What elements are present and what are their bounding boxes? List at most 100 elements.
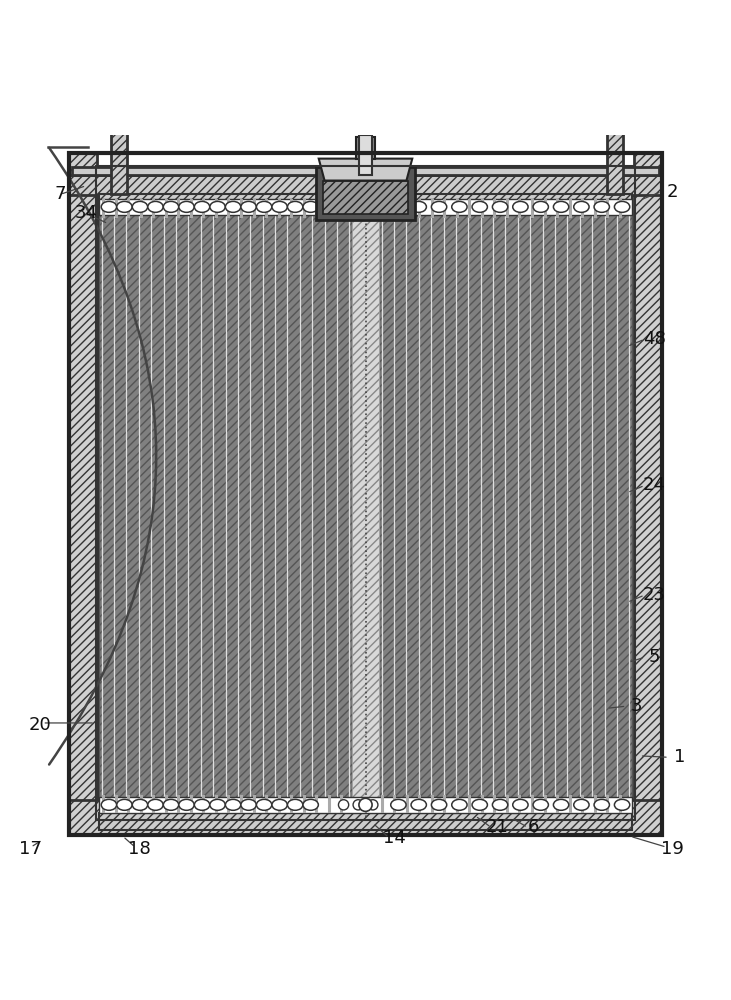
Ellipse shape bbox=[574, 201, 589, 212]
Ellipse shape bbox=[257, 799, 272, 810]
Bar bbox=[362, 202, 369, 212]
Ellipse shape bbox=[210, 799, 225, 810]
Bar bbox=[69, 153, 97, 835]
Text: 1: 1 bbox=[674, 748, 686, 766]
Text: 23: 23 bbox=[643, 586, 666, 604]
Ellipse shape bbox=[553, 201, 569, 212]
Ellipse shape bbox=[132, 201, 148, 212]
Text: 2: 2 bbox=[667, 183, 678, 201]
Bar bbox=[96, 166, 635, 820]
Ellipse shape bbox=[411, 799, 426, 810]
Ellipse shape bbox=[614, 201, 630, 212]
Ellipse shape bbox=[241, 799, 257, 810]
Bar bbox=[607, 132, 623, 194]
Ellipse shape bbox=[493, 201, 508, 212]
Ellipse shape bbox=[117, 799, 132, 810]
Ellipse shape bbox=[272, 201, 287, 212]
Ellipse shape bbox=[574, 799, 589, 810]
Ellipse shape bbox=[132, 799, 148, 810]
Ellipse shape bbox=[225, 201, 240, 212]
Circle shape bbox=[360, 202, 371, 212]
Ellipse shape bbox=[472, 201, 488, 212]
Bar bbox=[316, 167, 415, 220]
Bar bbox=[352, 213, 379, 798]
Text: 24: 24 bbox=[643, 476, 666, 494]
Ellipse shape bbox=[225, 799, 240, 810]
Ellipse shape bbox=[101, 201, 117, 212]
Text: 14: 14 bbox=[383, 829, 406, 847]
Ellipse shape bbox=[553, 799, 569, 810]
Bar bbox=[99, 199, 632, 215]
Bar bbox=[342, 202, 349, 212]
Ellipse shape bbox=[210, 201, 225, 212]
Text: 21: 21 bbox=[485, 818, 509, 836]
Circle shape bbox=[338, 800, 349, 810]
Text: 34: 34 bbox=[75, 204, 98, 222]
Text: 7: 7 bbox=[54, 185, 66, 203]
Bar bbox=[333, 202, 340, 212]
Ellipse shape bbox=[431, 201, 447, 212]
Text: 19: 19 bbox=[661, 840, 684, 858]
Ellipse shape bbox=[272, 799, 287, 810]
Bar bbox=[72, 167, 659, 175]
Ellipse shape bbox=[179, 799, 194, 810]
Ellipse shape bbox=[594, 201, 610, 212]
Circle shape bbox=[359, 798, 372, 811]
Circle shape bbox=[368, 800, 378, 810]
Ellipse shape bbox=[614, 799, 630, 810]
Ellipse shape bbox=[512, 201, 528, 212]
Ellipse shape bbox=[533, 799, 548, 810]
Ellipse shape bbox=[512, 799, 528, 810]
Text: 48: 48 bbox=[643, 330, 666, 348]
Bar bbox=[634, 153, 662, 835]
Ellipse shape bbox=[303, 799, 319, 810]
Ellipse shape bbox=[163, 201, 178, 212]
Ellipse shape bbox=[117, 201, 132, 212]
Ellipse shape bbox=[303, 201, 319, 212]
Bar bbox=[69, 153, 662, 835]
Bar bbox=[99, 813, 632, 830]
Ellipse shape bbox=[452, 201, 467, 212]
Bar bbox=[69, 175, 662, 195]
Bar bbox=[111, 132, 127, 194]
Ellipse shape bbox=[287, 799, 303, 810]
Ellipse shape bbox=[194, 799, 210, 810]
Bar bbox=[379, 213, 632, 798]
Bar bbox=[323, 176, 408, 194]
Ellipse shape bbox=[148, 799, 163, 810]
Bar bbox=[69, 800, 662, 835]
Ellipse shape bbox=[391, 201, 406, 212]
Ellipse shape bbox=[472, 799, 488, 810]
Ellipse shape bbox=[431, 799, 447, 810]
Ellipse shape bbox=[101, 799, 117, 810]
Text: 17: 17 bbox=[19, 840, 42, 858]
Bar bbox=[99, 213, 632, 798]
Ellipse shape bbox=[194, 201, 210, 212]
Ellipse shape bbox=[257, 201, 272, 212]
Ellipse shape bbox=[391, 799, 406, 810]
Bar bbox=[323, 181, 408, 214]
Ellipse shape bbox=[533, 201, 548, 212]
Ellipse shape bbox=[594, 799, 610, 810]
Bar bbox=[99, 194, 632, 213]
Ellipse shape bbox=[179, 201, 194, 212]
Bar bbox=[352, 213, 379, 798]
Ellipse shape bbox=[287, 201, 303, 212]
Circle shape bbox=[353, 800, 363, 810]
Polygon shape bbox=[319, 159, 412, 181]
Text: 20: 20 bbox=[29, 716, 52, 734]
Text: 6: 6 bbox=[528, 818, 539, 836]
Bar bbox=[356, 137, 375, 159]
Text: 3: 3 bbox=[630, 697, 642, 715]
Bar bbox=[359, 135, 372, 175]
Bar bbox=[352, 202, 360, 212]
Ellipse shape bbox=[163, 799, 178, 810]
Bar bbox=[99, 213, 352, 798]
Ellipse shape bbox=[452, 799, 467, 810]
Ellipse shape bbox=[148, 201, 163, 212]
Ellipse shape bbox=[241, 201, 257, 212]
Text: 18: 18 bbox=[127, 840, 151, 858]
Bar bbox=[99, 797, 632, 813]
Ellipse shape bbox=[493, 799, 508, 810]
Ellipse shape bbox=[411, 201, 426, 212]
